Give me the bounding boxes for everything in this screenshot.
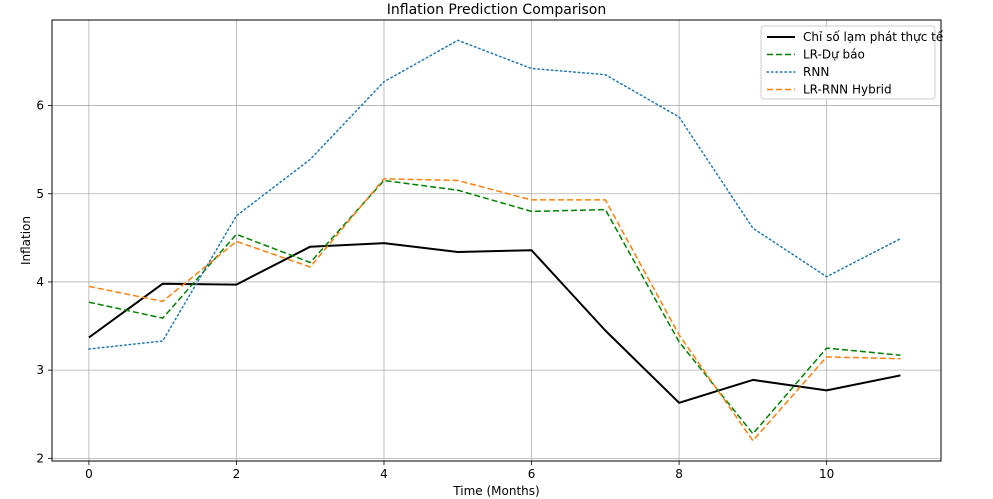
tick-layer: 0 2 4 6 8 10 2 3 4 5 6 bbox=[36, 99, 834, 481]
series-line-3 bbox=[88, 39, 902, 350]
y-tick-label: 2 bbox=[36, 451, 44, 465]
series-line-4 bbox=[88, 178, 901, 442]
legend-label: LR-Dự báo bbox=[803, 48, 865, 62]
series-line-2 bbox=[88, 179, 901, 435]
y-tick-label: 3 bbox=[36, 363, 44, 377]
legend: Chỉ số lạm phát thực tế LR-Dự báo RNN LR-RN… bbox=[760, 25, 944, 100]
x-tick-label: 8 bbox=[675, 467, 683, 481]
plot-frame bbox=[51, 19, 942, 462]
y-tick-label: 6 bbox=[36, 99, 44, 113]
y-axis-label: Inflation bbox=[19, 216, 33, 265]
legend-label: LR-RNN Hybrid bbox=[803, 83, 892, 97]
chart-title: Inflation Prediction Comparison bbox=[387, 2, 607, 18]
legend-label: Chỉ số lạm phát thực tế bbox=[803, 30, 944, 44]
x-tick-label: 2 bbox=[233, 467, 241, 481]
y-tick-label: 5 bbox=[36, 187, 44, 201]
legend-box bbox=[760, 25, 936, 100]
x-tick-label: 4 bbox=[380, 467, 388, 481]
series-layer bbox=[88, 39, 902, 442]
x-tick-label: 0 bbox=[85, 467, 93, 481]
series-line-1 bbox=[88, 242, 901, 404]
x-axis-label: Time (Months) bbox=[452, 484, 539, 498]
x-tick-label: 6 bbox=[528, 467, 536, 481]
legend-label: RNN bbox=[803, 65, 829, 79]
x-tick-label: 10 bbox=[819, 467, 834, 481]
y-tick-label: 4 bbox=[36, 275, 44, 289]
grid-layer bbox=[52, 20, 941, 461]
